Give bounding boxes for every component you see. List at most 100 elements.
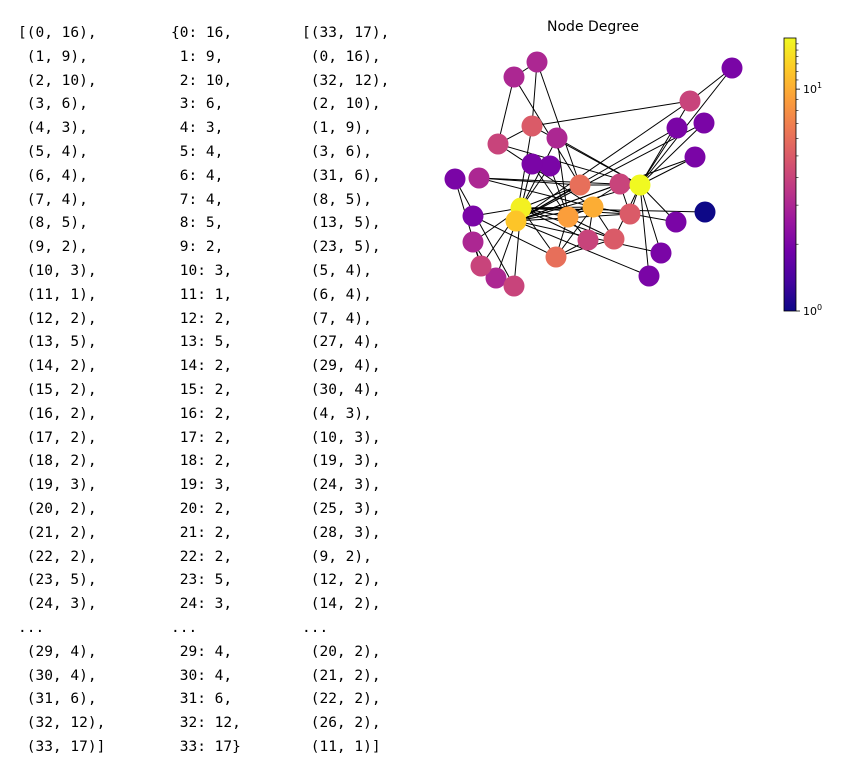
output-line: (6, 4), — [18, 167, 88, 184]
output-line: (14, 2), — [18, 358, 97, 375]
output-line: (5, 4), — [18, 143, 88, 160]
output-line: (11, 1)] — [302, 738, 381, 755]
graph-node-1 — [557, 206, 579, 228]
output-line: (30, 4), — [18, 667, 97, 684]
graph-node-7 — [577, 229, 599, 251]
output-line: 18: 2, — [171, 453, 233, 470]
output-line: 19: 3, — [171, 477, 233, 494]
output-line: (10, 3), — [18, 262, 97, 279]
output-line: (3, 6), — [18, 96, 88, 113]
graph-edge — [531, 163, 569, 218]
output-sorted-list-column: [(33, 17), (0, 16), (32, 12), (2, 10), (… — [302, 22, 389, 760]
graph-node-12 — [462, 205, 484, 227]
output-line: (8, 5), — [18, 215, 88, 232]
output-line: 23: 5, — [171, 572, 233, 589]
output-line: (15, 2), — [18, 381, 97, 398]
graph-node-18 — [684, 146, 706, 168]
graph-node-9 — [665, 211, 687, 233]
output-line: ... — [171, 619, 198, 636]
output-line: [(33, 17), — [302, 25, 390, 41]
output-line: (10, 3), — [302, 429, 381, 446]
graph-edge — [497, 143, 594, 208]
graph-node-6 — [503, 275, 525, 297]
graph-node-24 — [503, 66, 525, 88]
graph-node-13 — [603, 228, 625, 250]
output-line: (19, 3), — [302, 453, 381, 470]
output-line: (7, 4), — [18, 191, 88, 208]
output-line: (14, 2), — [302, 596, 381, 613]
output-line: (9, 2), — [18, 239, 88, 256]
output-line: 10: 3, — [171, 262, 233, 279]
output-line: (25, 3), — [302, 500, 381, 517]
output-line: 3: 6, — [171, 96, 224, 113]
graph-node-30 — [609, 173, 631, 195]
output-line: (9, 2), — [302, 548, 372, 565]
graph-node-27 — [487, 133, 509, 155]
graph-node-8 — [619, 203, 641, 225]
output-line: (5, 4), — [302, 262, 372, 279]
graph-node-10 — [462, 231, 484, 253]
graph-edge — [515, 183, 621, 222]
output-line: (31, 6), — [18, 691, 97, 708]
graph-node-17 — [539, 155, 561, 177]
graph-edge — [639, 184, 650, 277]
output-line: (8, 5), — [302, 191, 372, 208]
output-line: (1, 9), — [302, 120, 372, 137]
output-line: 21: 2, — [171, 524, 233, 541]
graph-node-2 — [582, 196, 604, 218]
graph-node-19 — [546, 127, 568, 149]
output-line: (29, 4), — [302, 358, 381, 375]
graph-node-11 — [694, 201, 716, 223]
output-line: (0, 16), — [302, 48, 381, 65]
graph-edge — [639, 100, 691, 186]
graph-node-33 — [629, 174, 651, 196]
graph-node-15 — [650, 242, 672, 264]
output-line: (4, 3), — [18, 120, 88, 137]
graph-node-28 — [468, 167, 490, 189]
colorbar-tick-label: 100 — [803, 303, 822, 318]
output-line: 20: 2, — [171, 500, 233, 517]
output-line: (29, 4), — [18, 643, 97, 660]
output-line: (3, 6), — [302, 143, 372, 160]
output-line: (1, 9), — [18, 48, 88, 65]
output-line: (33, 17)] — [18, 738, 106, 755]
graph-edge — [531, 100, 691, 127]
output-line: (32, 12), — [18, 715, 106, 732]
output-line: 16: 2, — [171, 405, 233, 422]
colorbar-gradient — [783, 37, 797, 312]
output-line: 33: 17} — [171, 738, 241, 755]
output-line: (18, 2), — [18, 453, 97, 470]
output-line: 30: 4, — [171, 667, 233, 684]
graph-edge — [536, 61, 581, 186]
output-line: {0: 16, — [171, 25, 233, 41]
graph-edge — [515, 122, 705, 222]
graph-node-25 — [526, 51, 548, 73]
colorbar: 100 101 — [783, 37, 822, 318]
graph-node-4 — [485, 267, 507, 289]
graph-node-31 — [569, 174, 591, 196]
output-line: 31: 6, — [171, 691, 233, 708]
output-line: 11: 1, — [171, 286, 233, 303]
colorbar-tick-label: 101 — [803, 81, 822, 96]
colorbar-ticks: 100 101 — [796, 43, 822, 318]
output-line: (7, 4), — [302, 310, 372, 327]
output-line: (6, 4), — [302, 286, 372, 303]
output-line: (24, 3), — [18, 596, 97, 613]
output-line: (30, 4), — [302, 381, 381, 398]
graph-node-14 — [638, 265, 660, 287]
output-line: ... — [18, 619, 45, 636]
graph-node-20 — [693, 112, 715, 134]
output-line: 6: 4, — [171, 167, 224, 184]
output-line: (12, 2), — [302, 572, 381, 589]
output-line: (31, 6), — [302, 167, 381, 184]
output-line: 15: 2, — [171, 381, 233, 398]
output-line: (19, 3), — [18, 477, 97, 494]
output-line: (22, 2), — [302, 691, 381, 708]
output-line: 9: 2, — [171, 239, 224, 256]
graph-edge — [472, 215, 557, 258]
output-line: (22, 2), — [18, 548, 97, 565]
output-list-column: [(0, 16), (1, 9), (2, 10), (3, 6), (4, 3… — [18, 22, 105, 760]
output-line: (32, 12), — [302, 72, 390, 89]
graph-node-21 — [521, 153, 543, 175]
